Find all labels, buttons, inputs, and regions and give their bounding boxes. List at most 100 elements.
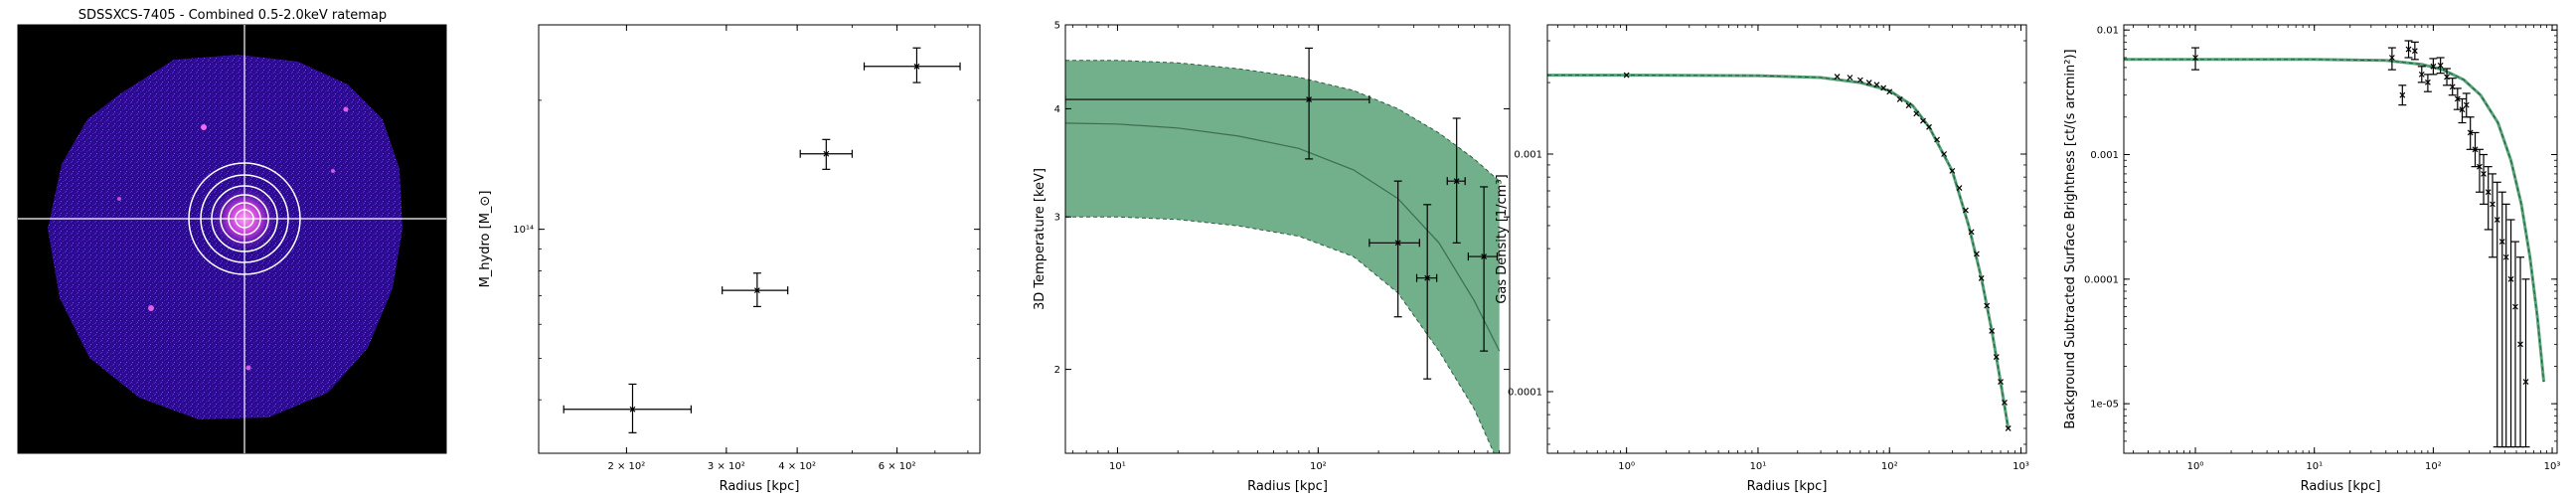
data-point [2459,106,2466,113]
plot-area [1547,72,2012,431]
plot-frame [1546,24,2027,454]
data-point [1984,302,1991,309]
y-tick-label: 2 [1054,365,1060,376]
point-source [245,365,251,371]
data-point [2485,189,2492,196]
data-point [2454,95,2461,102]
model-fit-dashed [2124,59,2545,383]
x-axis-label: Radius [kpc] [2301,479,2381,494]
data-point [1880,84,1887,91]
x-axis-label: Radius [kpc] [1247,479,1328,494]
x-tick-label: 10² [1310,461,1327,472]
y-tick-label: 0.0001 [2084,274,2119,285]
ratemap-panel: SDSSXCS-7405 - Combined 0.5-2.0keV ratem… [17,8,447,454]
data-point [2005,425,2012,431]
data-point [2463,101,2470,108]
data-point [2437,62,2444,69]
data-point [2498,239,2505,246]
data-point [1963,207,1969,214]
data-point [1306,96,1313,102]
data-point [2517,341,2523,348]
y-tick-label: 4 [1054,104,1060,115]
data-point [1968,229,1975,236]
plot-area [2124,40,2546,448]
data-point [1847,75,1853,81]
data-point [1956,185,1963,192]
surface-brightness-chart: 10⁰ 10¹ 10² 10³ 1e-05 0.0001 0.001 0.01 Radius [… [2063,24,2560,494]
data-point [1941,151,1948,157]
data-point [2411,48,2418,55]
data-point [1896,96,1903,102]
model-uncertainty-band [1065,60,1500,453]
data-point [2388,55,2395,61]
y-tick-label: 0.01 [2097,26,2119,37]
plot-frame [538,24,981,454]
data-point [2477,163,2483,170]
data-point [2192,55,2198,61]
y-tick-label: 0.001 [1514,150,1542,161]
plot-area [563,47,961,433]
point-source [331,169,335,173]
data-point [1865,80,1872,85]
data-point [913,63,920,70]
x-tick-label: 2 × 10² [607,461,645,472]
y-tick-label: 5 [1054,21,1060,32]
data-point [2418,71,2425,78]
data-point [1453,178,1460,185]
point-source [117,197,121,201]
plot-frame [1064,24,1511,454]
x-tick-label: 10² [1881,461,1898,472]
x-tick-label: 10² [2425,461,2442,472]
data-point [1394,240,1401,247]
x-tick-label: 10¹ [1109,461,1126,472]
plot-frame [2123,24,2558,454]
annulus [235,209,254,229]
model-fit-line [2124,58,2546,383]
x-tick-label: 10⁰ [1618,461,1635,472]
data-point [1978,275,1985,281]
data-point [2490,201,2496,208]
annulus [220,194,269,244]
data-point [823,150,830,157]
point-source [343,106,349,112]
data-point [1623,72,1630,79]
data-point [1926,123,1932,130]
annulus [228,202,261,236]
data-point [2467,129,2474,136]
model-fit-line [1547,74,2011,429]
ratemap-title: SDSSXCS-7405 - Combined 0.5-2.0keV ratem… [79,8,387,23]
data-point [1949,167,1956,174]
data-point [2405,46,2412,53]
x-tick-label: 10³ [2012,461,2029,472]
data-point [2494,217,2500,223]
data-point [1481,253,1488,260]
point-source [148,305,154,311]
data-point [1998,379,2004,385]
x-tick-label: 10¹ [2306,461,2323,472]
annulus [200,174,289,263]
model-fit-dashed [1547,75,2010,429]
x-axis-label: Radius [kpc] [720,479,800,494]
data-point [2430,63,2437,70]
data-point [2522,379,2529,385]
annulus [211,185,278,252]
data-point [2399,91,2406,98]
data-point [2472,146,2479,153]
plot-area [1065,47,1501,453]
y-axis-label: 3D Temperature [keV] [1033,168,1047,310]
y-tick-label: 1e-05 [2090,400,2119,411]
y-tick-label: 3 [1054,213,1060,224]
y-tick-label: 0.001 [2090,150,2119,161]
density-profile-chart: 10⁰ 10¹ 10² 10³ 0.0001 0.001 Radius [kpc] Gas D… [1495,24,2029,494]
y-axis-label: Gas Density [1/cm³] [1495,174,1510,303]
data-point [1913,110,1920,117]
x-tick-label: 6 × 10² [879,461,916,472]
x-tick-label: 3 × 10² [708,461,745,472]
data-point [2424,79,2431,85]
annulus [188,162,301,275]
data-point [2002,399,2008,406]
data-point [1424,274,1431,281]
data-point [2444,74,2450,81]
data-point [1856,77,1863,84]
